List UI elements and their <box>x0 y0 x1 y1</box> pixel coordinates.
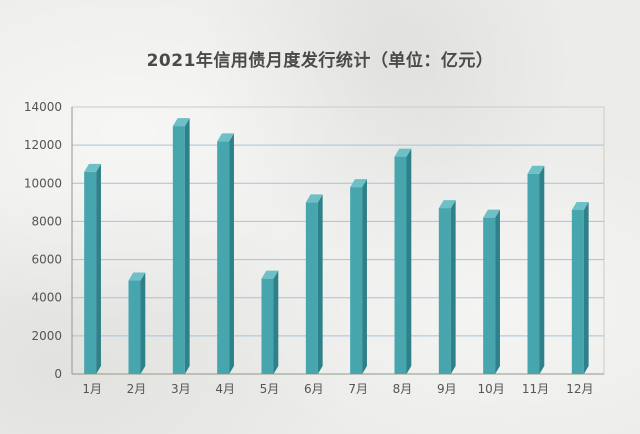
x-tick-label: 6月 <box>304 382 324 396</box>
bar-top <box>305 194 323 203</box>
bar-top <box>217 133 234 142</box>
gridlines <box>72 106 604 337</box>
bar <box>84 163 101 374</box>
bar-front <box>305 202 318 374</box>
bar-top <box>172 118 190 127</box>
bar-front <box>571 209 584 374</box>
bar-top <box>261 270 279 279</box>
x-tick-label: 8月 <box>393 382 413 396</box>
y-tick-label: 6000 <box>31 253 62 267</box>
x-tick-label: 4月 <box>215 382 235 396</box>
x-tick-label: 11月 <box>522 382 549 396</box>
x-tick-label: 7月 <box>348 382 368 396</box>
bar-front <box>438 208 451 374</box>
bar-front <box>217 141 230 374</box>
bar-side <box>273 270 279 374</box>
bar-side <box>539 165 545 374</box>
bar-front <box>84 171 97 374</box>
bar <box>438 200 456 374</box>
x-tick-label: 5月 <box>260 382 280 396</box>
bar <box>261 270 279 374</box>
bar-top <box>84 163 101 172</box>
x-tick-label: 12月 <box>566 382 593 396</box>
x-tick-label: 9月 <box>437 382 457 396</box>
bar-side <box>495 209 500 374</box>
bar-top <box>438 200 456 209</box>
bar <box>128 272 146 374</box>
bar-front <box>128 280 141 374</box>
bar-top <box>394 148 412 157</box>
bar-side <box>450 200 456 374</box>
plot-frame <box>72 106 605 374</box>
bar-top <box>128 272 146 281</box>
y-tick-label: 12000 <box>24 138 62 152</box>
bar <box>394 148 412 374</box>
bar-side <box>583 201 589 374</box>
bar <box>350 179 367 374</box>
x-tick-label: 10月 <box>478 382 505 396</box>
bar-top <box>527 165 545 174</box>
y-tick-label: 8000 <box>31 214 62 228</box>
bar-side <box>229 133 234 374</box>
bar-side <box>184 118 190 374</box>
chart-title: 2021年信用债月度发行统计（单位：亿元） <box>146 51 494 71</box>
x-tick-label: 2月 <box>127 382 147 396</box>
bar <box>305 194 323 374</box>
bar-side <box>317 194 323 374</box>
bar <box>571 201 589 374</box>
x-tick-label: 3月 <box>171 382 191 396</box>
bar-top <box>350 179 367 188</box>
bar-front <box>261 278 274 374</box>
y-tick-label: 10000 <box>24 176 62 190</box>
bar-front <box>394 156 407 374</box>
bar <box>483 209 500 374</box>
bar-front <box>172 126 185 374</box>
y-tick-labels: 0 2000 4000 6000 8000 10000 12000 14000 <box>24 100 62 381</box>
bar-front <box>350 187 363 374</box>
bar-top <box>483 209 500 218</box>
bar-top <box>571 201 589 210</box>
y-tick-label: 2000 <box>31 329 62 343</box>
x-tick-labels: 1月 2月 3月 4月 5月 6月 7月 8月 9月 10月 11月 12月 <box>82 382 593 396</box>
y-tick-label: 0 <box>54 367 62 381</box>
bar-front <box>483 217 496 374</box>
bar-side <box>140 272 146 374</box>
axes <box>71 106 605 375</box>
bar <box>527 165 545 374</box>
bar <box>172 118 190 374</box>
bar-side <box>406 148 412 374</box>
bar-front <box>527 173 540 374</box>
y-tick-label: 4000 <box>31 291 62 305</box>
bar-side <box>96 163 101 374</box>
bar-side <box>362 179 367 374</box>
x-tick-label: 1月 <box>82 382 102 396</box>
bar <box>217 133 234 374</box>
bars <box>84 118 589 374</box>
y-tick-label: 14000 <box>24 100 62 114</box>
